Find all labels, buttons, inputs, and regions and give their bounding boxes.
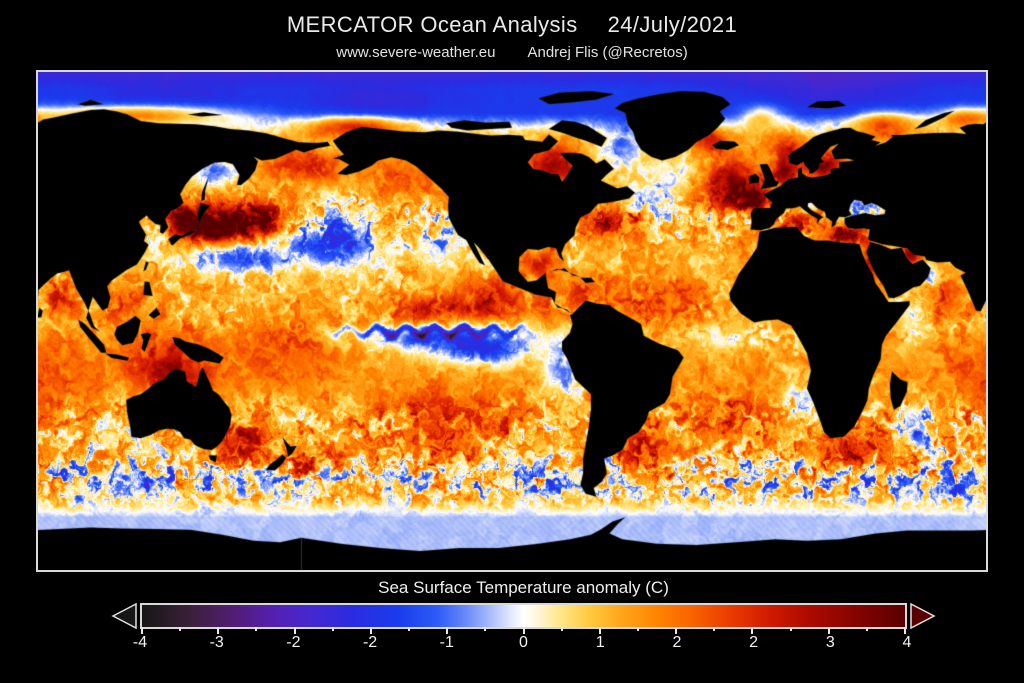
colorbar-label: Sea Surface Temperature anomaly (C) xyxy=(378,578,669,597)
colorbar-tick xyxy=(179,627,182,631)
colorbar-tick-label: -2 xyxy=(286,634,301,651)
colorbar-tick-label: 0 xyxy=(519,634,528,651)
colorbar-tick xyxy=(141,627,143,634)
colorbar-tick xyxy=(598,627,601,634)
colorbar-tick xyxy=(675,627,678,634)
colorbar-left-arrow-icon xyxy=(111,602,137,630)
colorbar-tick xyxy=(255,627,258,631)
colorbar-tick-label: -4 xyxy=(132,634,148,651)
colorbar-tick xyxy=(484,627,487,631)
colorbar-tick xyxy=(293,627,296,634)
colorbar-tick-labels: -4 -3 -2 -2 -1 0 1 2 2 3 4 xyxy=(133,634,912,654)
colorbar-tick xyxy=(789,627,792,631)
colorbar-tick xyxy=(369,627,372,634)
page-title: MERCATOR Ocean Analysis 24/July/2021 xyxy=(0,12,1024,38)
map-frame xyxy=(36,70,988,572)
colorbar-tick xyxy=(560,627,563,631)
colorbar-tick-label: 1 xyxy=(595,634,605,651)
colorbar-tick xyxy=(904,627,906,634)
colorbar-tick xyxy=(217,627,220,634)
colorbar-tick xyxy=(408,627,411,631)
colorbar-tick-label: 2 xyxy=(672,634,682,651)
title-text: MERCATOR Ocean Analysis xyxy=(286,12,578,37)
colorbar-tick xyxy=(446,627,449,634)
colorbar-tick xyxy=(522,627,525,634)
colorbar-gradient xyxy=(140,603,907,634)
colorbar-tick-label: -1 xyxy=(439,634,454,651)
subtitle-credit: Andrej Flis (@Recretos) xyxy=(527,44,688,61)
colorbar-tick xyxy=(865,627,868,631)
sst-anomaly-map xyxy=(38,72,986,570)
colorbar-tick-label: 2 xyxy=(749,634,759,651)
colorbar-tick-label: 4 xyxy=(902,634,912,651)
colorbar-tick-label: -2 xyxy=(362,634,378,651)
colorbar-tick xyxy=(827,627,830,634)
subtitle-website: www.severe-weather.eu xyxy=(336,44,496,61)
colorbar-tick xyxy=(713,627,716,631)
colorbar-right-arrow-icon xyxy=(910,602,936,630)
colorbar-tick xyxy=(636,627,639,631)
colorbar xyxy=(110,602,938,634)
colorbar-tick xyxy=(751,627,754,634)
colorbar-tick xyxy=(331,627,334,631)
colorbar-tick-label: 3 xyxy=(825,634,835,651)
page-subtitle: www.severe-weather.eu Andrej Flis (@Recr… xyxy=(0,44,1024,61)
colorbar-tick-label: -3 xyxy=(209,634,224,651)
title-date: 24/July/2021 xyxy=(607,12,738,37)
